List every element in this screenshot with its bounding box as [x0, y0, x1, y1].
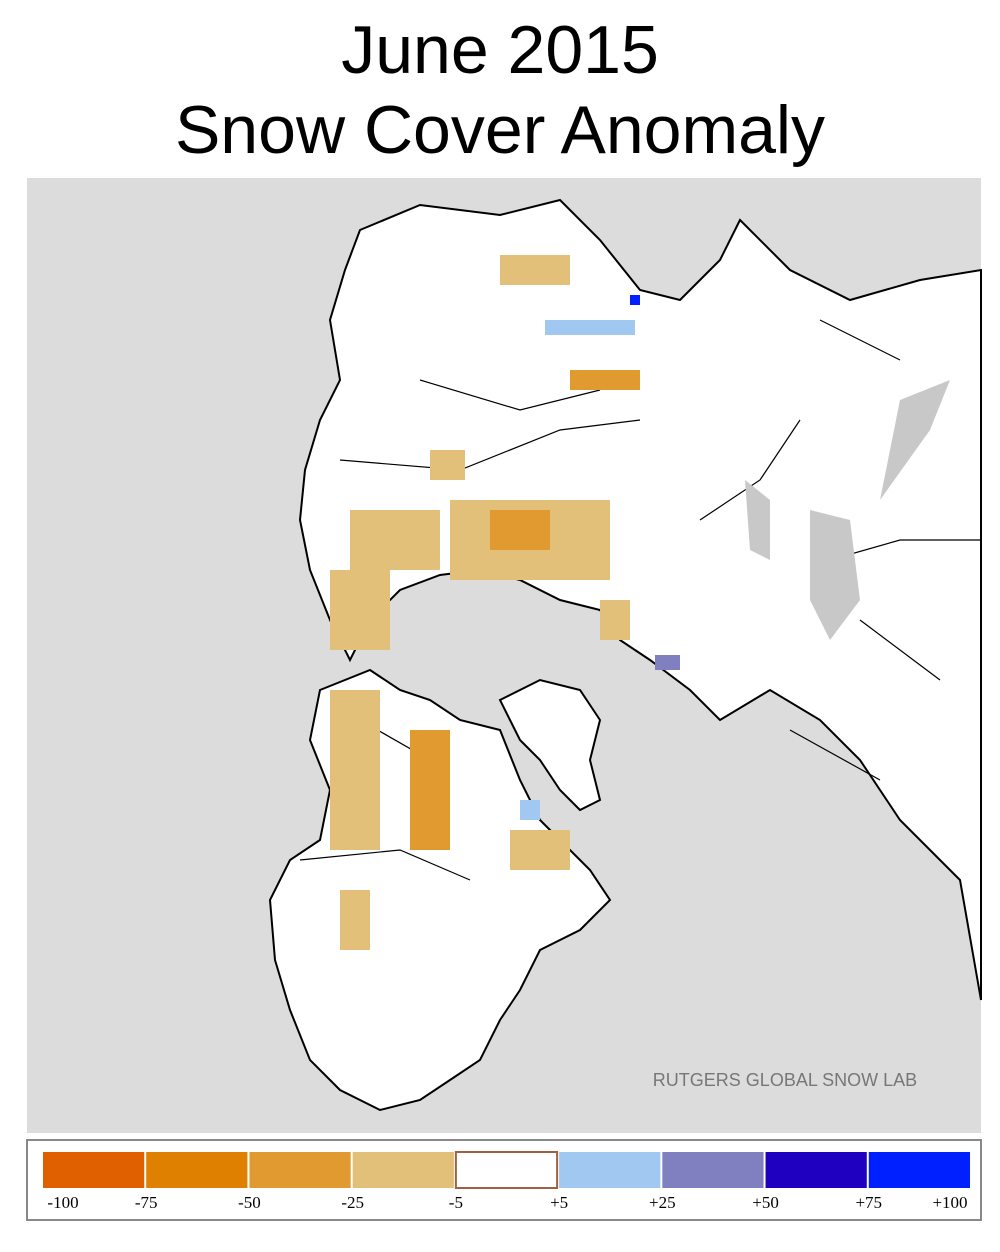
title: Snow Cover Anomaly: [175, 92, 825, 168]
greenland: [498, 678, 602, 812]
legend-swatch: [249, 1152, 351, 1188]
map: RUTGERS GLOBAL SNOW LAB: [27, 178, 982, 1133]
anomaly-patches: [330, 255, 680, 950]
legend-swatch: [454, 1151, 559, 1189]
legend-items: -100 -75 -50 -25 -5 +5 +25 +50 +75 +100: [43, 1151, 970, 1212]
legend-label: +25: [649, 1193, 676, 1212]
legend-label: +50: [752, 1193, 779, 1212]
title: June 2015: [341, 12, 659, 88]
legend-label: -25: [341, 1193, 364, 1212]
legend-swatch: [559, 1152, 661, 1188]
eurasia: [298, 198, 982, 1001]
legend-label: +5: [550, 1193, 568, 1212]
legend-label: -5: [449, 1193, 463, 1212]
legend-label: -75: [135, 1193, 158, 1212]
credit: RUTGERS GLOBAL SNOW LAB: [653, 1070, 917, 1090]
lakes: [745, 380, 950, 640]
legend-label: -50: [238, 1193, 261, 1212]
legend-swatch: [43, 1152, 145, 1188]
legend-swatch: [662, 1152, 764, 1188]
borders: [299, 319, 981, 881]
legend-label: +75: [855, 1193, 882, 1212]
legend-swatch: [146, 1152, 248, 1188]
legend-label: +100: [932, 1193, 967, 1212]
legend-swatch: [352, 1152, 454, 1188]
legend-swatch: [765, 1152, 867, 1188]
legend-swatch: [868, 1152, 970, 1188]
legend-label: -100: [47, 1193, 78, 1212]
